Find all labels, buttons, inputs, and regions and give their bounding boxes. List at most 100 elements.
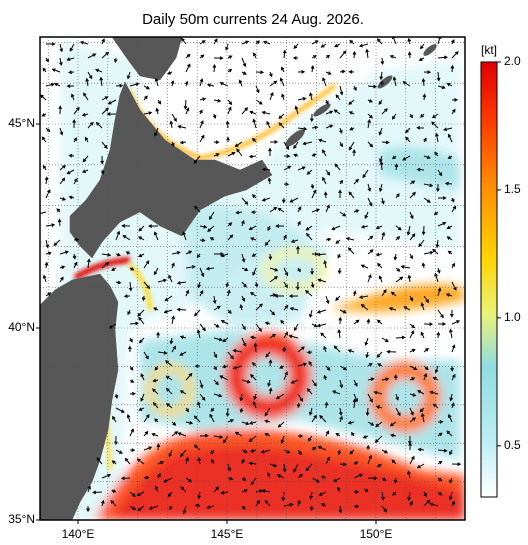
vector xyxy=(42,67,47,73)
vector xyxy=(165,360,173,367)
vector xyxy=(181,37,187,45)
vector xyxy=(381,231,386,241)
vector xyxy=(199,267,205,278)
vector xyxy=(136,491,145,496)
vector xyxy=(264,321,271,326)
vector xyxy=(367,84,378,89)
vector xyxy=(310,183,315,190)
vector xyxy=(166,402,173,409)
vector xyxy=(421,78,426,87)
vector xyxy=(143,475,150,480)
vector xyxy=(221,364,229,369)
vector xyxy=(249,449,257,453)
vector xyxy=(138,236,145,241)
vector xyxy=(367,249,374,255)
vector xyxy=(376,319,383,325)
vector xyxy=(391,113,397,120)
vector xyxy=(337,449,342,456)
vector xyxy=(436,331,441,339)
vector xyxy=(449,449,453,456)
vector xyxy=(143,95,148,101)
vector xyxy=(185,250,193,255)
vector xyxy=(420,412,425,423)
vector xyxy=(269,276,278,283)
vector xyxy=(283,502,294,507)
vector xyxy=(337,253,341,259)
vector xyxy=(197,281,201,289)
vector xyxy=(376,463,383,468)
vector xyxy=(409,455,415,465)
vector xyxy=(339,141,343,148)
vector xyxy=(45,42,56,46)
vector xyxy=(283,154,291,158)
vector xyxy=(206,83,215,87)
vector xyxy=(269,80,278,87)
vector xyxy=(351,431,355,437)
vector xyxy=(171,421,177,426)
vector xyxy=(338,316,343,325)
vector xyxy=(417,447,425,452)
vector xyxy=(136,458,145,465)
vector xyxy=(360,224,369,229)
vector xyxy=(87,53,97,59)
vector xyxy=(297,393,304,402)
vector xyxy=(169,337,174,345)
vector xyxy=(331,225,341,231)
vector xyxy=(249,421,257,425)
vector xyxy=(320,475,327,480)
vector xyxy=(73,237,80,242)
vector xyxy=(423,295,430,304)
vector xyxy=(423,183,434,188)
vector xyxy=(177,432,187,437)
vector xyxy=(227,309,232,314)
vector xyxy=(241,219,245,227)
vector xyxy=(143,260,150,269)
vector xyxy=(59,164,66,171)
vector xyxy=(437,55,448,60)
vector xyxy=(297,126,308,131)
vector xyxy=(358,295,369,299)
colorbar-label: 1.0 xyxy=(504,310,521,324)
vector xyxy=(241,281,247,288)
vector xyxy=(348,70,355,74)
vector xyxy=(261,110,271,115)
vector xyxy=(280,435,285,444)
colorbar-unit: [kt] xyxy=(481,43,497,57)
vector xyxy=(448,491,453,501)
vector xyxy=(283,182,290,187)
vector xyxy=(437,169,443,177)
vector xyxy=(296,245,300,255)
vector xyxy=(339,309,347,314)
vector xyxy=(143,85,150,90)
vector xyxy=(393,477,398,484)
vector xyxy=(213,351,218,359)
vector xyxy=(101,473,112,479)
vector xyxy=(269,293,277,297)
vector xyxy=(95,121,103,129)
vector xyxy=(305,463,313,472)
vector xyxy=(53,82,61,87)
vector xyxy=(58,105,63,115)
vector xyxy=(241,337,247,347)
vector xyxy=(141,295,146,302)
vector xyxy=(317,278,327,283)
vector xyxy=(437,460,443,465)
vector xyxy=(81,112,89,117)
vector xyxy=(423,197,431,203)
vector xyxy=(416,463,425,469)
vector xyxy=(171,141,175,147)
vector xyxy=(282,463,287,473)
vector xyxy=(59,197,67,201)
vector xyxy=(129,267,135,271)
vector xyxy=(220,253,229,258)
vector xyxy=(339,127,343,134)
vector xyxy=(429,390,439,395)
vector xyxy=(148,505,159,510)
vector xyxy=(196,329,201,339)
vector xyxy=(111,460,117,465)
vector xyxy=(59,43,64,53)
vector xyxy=(347,349,355,353)
vector xyxy=(143,414,150,423)
vector xyxy=(51,68,61,73)
vector xyxy=(211,458,215,465)
